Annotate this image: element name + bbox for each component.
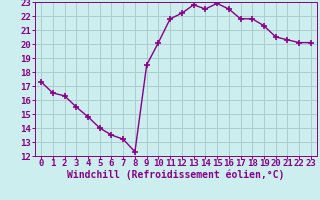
X-axis label: Windchill (Refroidissement éolien,°C): Windchill (Refroidissement éolien,°C) bbox=[67, 170, 285, 180]
